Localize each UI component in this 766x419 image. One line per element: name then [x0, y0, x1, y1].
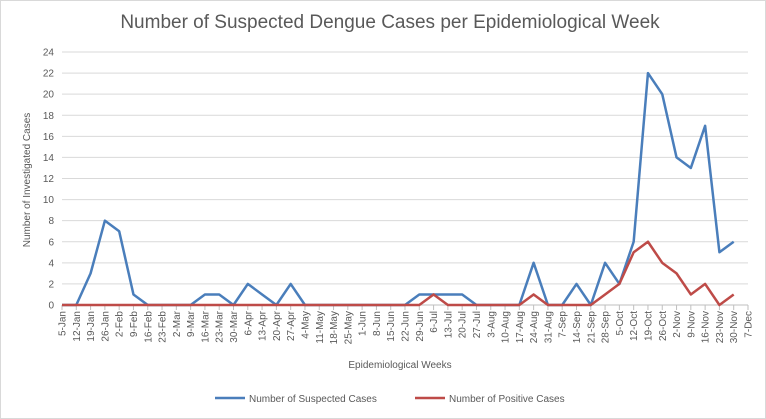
x-tick-label: 9-Feb [129, 311, 140, 338]
x-tick-label: 10-Aug [501, 311, 512, 343]
x-tick-label: 3-Aug [486, 311, 497, 338]
y-tick-label: 16 [43, 132, 55, 143]
x-tick-label: 21-Sep [586, 311, 597, 344]
x-tick-label: 16-Nov [701, 311, 712, 343]
x-tick-label: 30-Mar [229, 310, 240, 342]
x-tick-label: 14-Sep [572, 311, 583, 344]
x-tick-label: 16-Feb [143, 311, 154, 343]
x-tick-label: 24-Aug [529, 311, 540, 343]
x-tick-label: 4-May [300, 311, 311, 339]
x-tick-label: 5-Oct [615, 311, 626, 336]
x-tick-label: 2-Nov [672, 311, 683, 338]
x-tick-label: 31-Aug [543, 311, 554, 343]
y-tick-label: 22 [43, 69, 55, 80]
x-tick-label: 19-Oct [643, 311, 654, 341]
x-tick-label: 5-Jan [58, 311, 69, 336]
x-tick-label: 1-Jun [358, 311, 369, 336]
x-tick-label: 23-Nov [715, 311, 726, 343]
x-tick-label: 6-Apr [243, 310, 254, 335]
x-tick-label: 9-Mar [186, 310, 197, 337]
x-tick-label: 8-Jun [372, 311, 383, 336]
x-tick-label: 7-Sep [558, 311, 569, 338]
y-tick-label: 4 [48, 258, 54, 269]
y-tick-label: 20 [43, 90, 55, 101]
x-tick-label: 22-Jun [401, 311, 412, 342]
y-tick-label: 6 [48, 237, 54, 248]
y-tick-label: 24 [43, 48, 55, 59]
x-tick-label: 12-Oct [629, 311, 640, 341]
x-tick-label: 13-Jul [443, 311, 454, 338]
y-tick-label: 0 [48, 301, 54, 312]
x-tick-label: 2-Mar [172, 310, 183, 337]
x-tick-label: 27-Jul [472, 311, 483, 338]
x-tick-label: 25-May [343, 311, 354, 344]
x-tick-label: 12-Jan [72, 311, 83, 342]
legend-label: Number of Suspected Cases [249, 394, 377, 405]
y-tick-label: 18 [43, 111, 55, 122]
x-tick-label: 26-Oct [658, 311, 669, 341]
x-tick-label: 11-May [315, 311, 326, 344]
x-tick-label: 13-Apr [258, 310, 269, 341]
x-tick-label: 23-Feb [158, 311, 169, 343]
x-tick-label: 19-Jan [86, 311, 97, 342]
y-tick-label: 14 [43, 153, 55, 164]
x-tick-label: 6-Jul [429, 311, 440, 333]
x-tick-label: 23-Mar [215, 310, 226, 342]
x-tick-label: 15-Jun [386, 311, 397, 342]
y-tick-label: 10 [43, 195, 55, 206]
x-axis-title: Epidemiological Weeks [348, 360, 451, 371]
y-axis-title: Number of Investigated Cases [22, 113, 33, 248]
chart-title: Number of Suspected Dengue Cases per Epi… [120, 12, 660, 33]
y-tick-label: 12 [43, 174, 55, 185]
y-tick-label: 8 [48, 216, 54, 227]
x-tick-label: 17-Aug [515, 311, 526, 343]
x-tick-label: 27-Apr [286, 310, 297, 341]
series-line [62, 240, 735, 307]
x-tick-label: 7-Dec [744, 311, 755, 338]
x-tick-label: 26-Jan [100, 311, 111, 342]
x-tick-label: 9-Nov [686, 311, 697, 338]
y-tick-label: 2 [48, 279, 54, 290]
x-tick-label: 29-Jun [415, 311, 426, 342]
x-tick-label: 18-May [329, 311, 340, 344]
x-tick-label: 16-Mar [200, 310, 211, 342]
x-tick-label: 20-Apr [272, 310, 283, 341]
legend-label: Number of Positive Cases [449, 394, 565, 405]
x-tick-label: 30-Nov [729, 311, 740, 343]
x-tick-label: 28-Sep [601, 311, 612, 344]
x-tick-label: 2-Feb [115, 311, 126, 338]
x-tick-label: 20-Jul [458, 311, 469, 338]
